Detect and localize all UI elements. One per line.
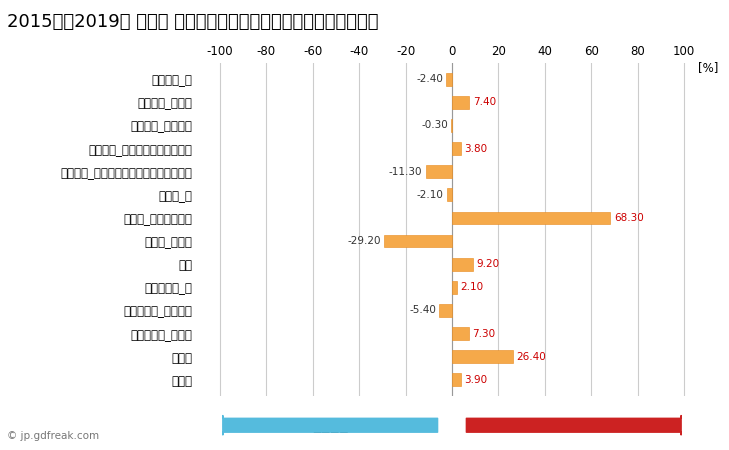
- Text: -2.10: -2.10: [417, 190, 444, 200]
- Text: -5.40: -5.40: [409, 306, 436, 315]
- Text: -0.30: -0.30: [421, 121, 448, 130]
- Bar: [446, 73, 452, 86]
- Bar: [447, 189, 452, 201]
- Bar: [426, 165, 452, 178]
- Text: 高リスク: 高リスク: [555, 418, 592, 433]
- Text: 9.20: 9.20: [477, 259, 500, 269]
- Bar: [452, 281, 457, 294]
- Text: 68.30: 68.30: [614, 213, 644, 223]
- Text: 7.30: 7.30: [472, 328, 496, 338]
- Bar: [452, 212, 610, 224]
- Text: -2.40: -2.40: [416, 74, 443, 84]
- Text: 3.80: 3.80: [464, 144, 488, 153]
- Text: 低リスク: 低リスク: [312, 418, 348, 433]
- Bar: [452, 374, 461, 386]
- Bar: [452, 96, 469, 108]
- Bar: [452, 327, 469, 340]
- Bar: [452, 142, 461, 155]
- Bar: [452, 351, 513, 363]
- Bar: [384, 235, 452, 248]
- Text: -29.20: -29.20: [347, 236, 381, 246]
- Text: -11.30: -11.30: [389, 166, 422, 177]
- Text: 7.40: 7.40: [472, 97, 496, 107]
- Text: 3.90: 3.90: [464, 375, 488, 385]
- Text: 26.40: 26.40: [517, 352, 547, 362]
- Text: [%]: [%]: [698, 61, 718, 74]
- Bar: [440, 304, 452, 317]
- Bar: [452, 258, 473, 270]
- Text: 2015年〜2019年 橋本市 女性の全国と比べた死因別死亡リスク格差: 2015年〜2019年 橋本市 女性の全国と比べた死因別死亡リスク格差: [7, 14, 379, 32]
- Text: 2.10: 2.10: [460, 282, 483, 292]
- Text: © jp.gdfreak.com: © jp.gdfreak.com: [7, 431, 99, 441]
